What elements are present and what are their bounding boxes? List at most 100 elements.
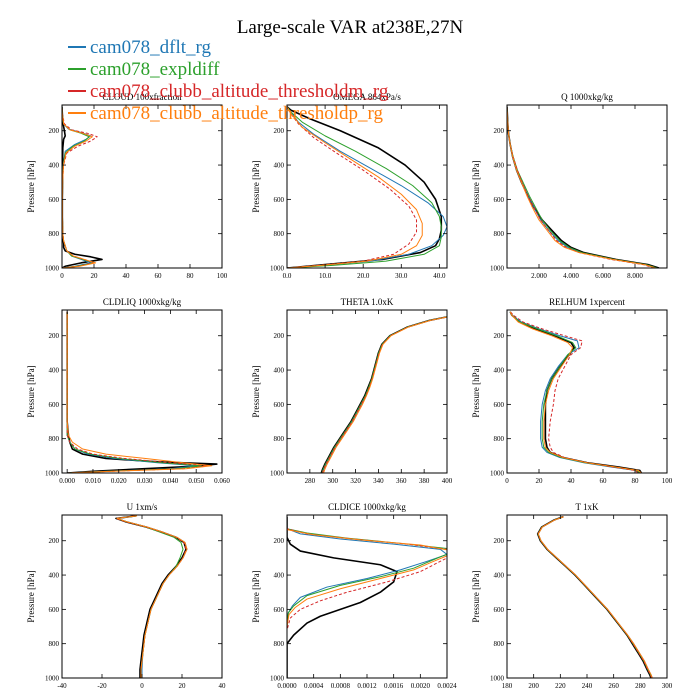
cldice-xtick-label: 0.0004 bbox=[304, 682, 324, 690]
omega-series bbox=[287, 106, 447, 268]
cldice-title: CLDICE 1000xkg/kg bbox=[328, 502, 406, 512]
cldice-xtick-label: 0.0024 bbox=[437, 682, 457, 690]
relhum-xtick-label: 0 bbox=[505, 477, 509, 485]
u-xtick-label: 20 bbox=[179, 682, 187, 690]
omega-xtick-label: 20.0 bbox=[357, 272, 370, 280]
theta-frame bbox=[286, 309, 448, 474]
theta-xtick-label: 400 bbox=[442, 477, 453, 485]
q-ylabel: Pressure [hPa] bbox=[471, 160, 481, 212]
panel-cloud: 0 20 40 60 80 100 200 400 600 800 1000 CLOUD 100xfr… bbox=[26, 92, 228, 280]
cldliq-xtick-label: 0.060 bbox=[214, 477, 230, 485]
cldice-line-reference bbox=[287, 516, 398, 678]
q-xtick-label: 4.000 bbox=[563, 272, 579, 280]
relhum-ytick-label: 200 bbox=[494, 332, 505, 340]
theta-xtick-label: 300 bbox=[327, 477, 338, 485]
t-ytick-label: 1000 bbox=[490, 675, 505, 683]
t-xtick-label: 200 bbox=[528, 682, 539, 690]
omega-title: OMEGA 864xPa/s bbox=[333, 92, 401, 102]
relhum-ytick-label: 1000 bbox=[490, 470, 505, 478]
q-ytick-label: 400 bbox=[494, 162, 505, 170]
cloud-frame bbox=[61, 104, 223, 269]
legend-label-0: cam078_dflt_rg bbox=[90, 37, 212, 58]
u-xtick-label: -40 bbox=[57, 682, 67, 690]
omega-line-cam078_clubb_altitude_thresholdm_rg bbox=[287, 106, 418, 268]
u-title: U 1xm/s bbox=[127, 502, 158, 512]
u-ylabel: Pressure [hPa] bbox=[26, 570, 36, 622]
q-ytick-label: 600 bbox=[494, 196, 505, 204]
cldice-line-cam078_clubb_altitude_thresholdp_rg bbox=[287, 516, 447, 678]
cloud-ytick-label: 1000 bbox=[45, 265, 60, 273]
theta-title: THETA 1.0xK bbox=[341, 297, 394, 307]
panel-t: 180 200 220 240 260 280 300 200 400 600 800 1000 T 1… bbox=[471, 502, 673, 690]
figure-title: Large-scale VAR at238E,27N bbox=[237, 17, 464, 38]
cldliq-xtick-label: 0.010 bbox=[85, 477, 101, 485]
omega-line-cam078_clubb_altitude_thresholdp_rg bbox=[287, 106, 423, 268]
t-xtick-label: 280 bbox=[635, 682, 646, 690]
relhum-ytick-label: 600 bbox=[494, 401, 505, 409]
omega-ytick-label: 1000 bbox=[270, 265, 285, 273]
u-ytick-label: 600 bbox=[49, 606, 60, 614]
u-xtick-label: -20 bbox=[97, 682, 107, 690]
cldliq-ylabel: Pressure [hPa] bbox=[26, 365, 36, 417]
cldliq-xtick-label: 0.030 bbox=[137, 477, 153, 485]
relhum-ytick-label: 800 bbox=[494, 435, 505, 443]
u-ytick-label: 800 bbox=[49, 640, 60, 648]
cloud-line-cam078_clubb_altitude_thresholdp_rg bbox=[62, 106, 97, 268]
panel-cldliq: 0.000 0.010 0.020 0.030 0.040 0.050 0.060 200 40… bbox=[26, 297, 230, 485]
relhum-frame bbox=[506, 309, 668, 474]
legend-label-3: cam078_clubb_altitude_thresholdp_rg bbox=[90, 103, 384, 124]
theta-ytick-label: 1000 bbox=[270, 470, 285, 478]
theta-series bbox=[320, 316, 447, 473]
theta-xtick-label: 320 bbox=[350, 477, 361, 485]
cloud-ylabel: Pressure [hPa] bbox=[26, 160, 36, 212]
omega-line-cam078_expldiff bbox=[287, 106, 442, 268]
cloud-ytick-label: 400 bbox=[49, 162, 60, 170]
cldice-ytick-label: 400 bbox=[274, 572, 285, 580]
cloud-ytick-label: 600 bbox=[49, 196, 60, 204]
cldice-xtick-label: 0.0000 bbox=[277, 682, 297, 690]
cldice-ytick-label: 200 bbox=[274, 537, 285, 545]
panel-cldice: 0.0000 0.0004 0.0008 0.0012 0.0016 0.0020 0.00… bbox=[251, 502, 457, 690]
theta-line-cam078_clubb_altitude_thresholdp_rg bbox=[323, 316, 447, 473]
omega-xtick-label: 30.0 bbox=[395, 272, 408, 280]
t-xtick-label: 300 bbox=[662, 682, 673, 690]
u-line-cam078_clubb_altitude_thresholdp_rg bbox=[116, 515, 188, 678]
cldliq-xtick-label: 0.050 bbox=[188, 477, 204, 485]
t-ylabel: Pressure [hPa] bbox=[471, 570, 481, 622]
theta-xtick-label: 380 bbox=[419, 477, 430, 485]
cloud-xtick-label: 80 bbox=[187, 272, 195, 280]
relhum-xtick-label: 40 bbox=[568, 477, 576, 485]
t-ytick-label: 200 bbox=[494, 537, 505, 545]
cldliq-ytick-label: 200 bbox=[49, 332, 60, 340]
t-ytick-label: 800 bbox=[494, 640, 505, 648]
t-title: T 1xK bbox=[575, 502, 599, 512]
q-line-cam078_clubb_altitude_thresholdp_rg bbox=[507, 106, 656, 268]
t-line-cam078_clubb_altitude_thresholdp_rg bbox=[537, 516, 653, 678]
theta-xtick-label: 360 bbox=[396, 477, 407, 485]
q-frame bbox=[506, 104, 668, 269]
t-xtick-label: 180 bbox=[502, 682, 513, 690]
cldliq-series bbox=[66, 311, 218, 473]
q-ytick-label: 800 bbox=[494, 230, 505, 238]
legend-label-2: cam078_clubb_altitude_thresholdm_rg bbox=[90, 81, 389, 102]
cldliq-title: CLDLIQ 1000xkg/kg bbox=[103, 297, 182, 307]
omega-ylabel: Pressure [hPa] bbox=[251, 160, 261, 212]
relhum-xtick-label: 80 bbox=[632, 477, 640, 485]
t-xtick-label: 260 bbox=[608, 682, 619, 690]
cldliq-xtick-label: 0.000 bbox=[59, 477, 75, 485]
cldliq-ytick-label: 800 bbox=[49, 435, 60, 443]
q-xtick-label: 6.000 bbox=[595, 272, 611, 280]
theta-ytick-label: 200 bbox=[274, 332, 285, 340]
cldice-xtick-label: 0.0012 bbox=[357, 682, 377, 690]
panel-q: 2.000 4.000 6.000 8.000 200 400 600 800 1000 Q 10… bbox=[471, 92, 668, 280]
q-ytick-label: 1000 bbox=[490, 265, 505, 273]
relhum-title: RELHUM 1xpercent bbox=[549, 297, 625, 307]
legend-label-1: cam078_expldiff bbox=[90, 59, 220, 80]
cldliq-line-cam078_clubb_altitude_thresholdp_rg bbox=[66, 311, 213, 473]
cloud-xtick-label: 0 bbox=[60, 272, 64, 280]
cldice-ytick-label: 600 bbox=[274, 606, 285, 614]
cldice-ytick-label: 1000 bbox=[270, 675, 285, 683]
theta-xtick-label: 340 bbox=[373, 477, 384, 485]
